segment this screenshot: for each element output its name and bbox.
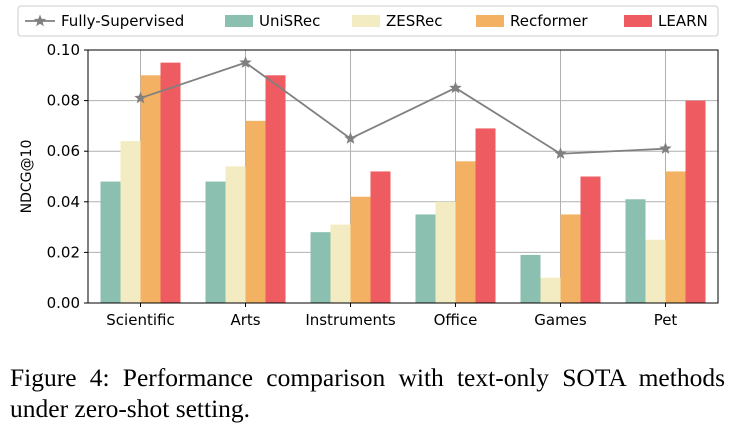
bar-recformer [665, 171, 686, 303]
x-tick-label: Pet [654, 311, 678, 329]
y-tick-label: 0.10 [47, 41, 80, 59]
y-axis-title: NDCG@10 [19, 140, 35, 214]
bar-zesrec [540, 277, 561, 303]
bar-recformer [455, 161, 476, 303]
point-fully-supervised [134, 91, 147, 104]
legend-item-zesrec: ZESRec [352, 12, 443, 30]
legend-label: LEARN [658, 12, 708, 30]
bar-learn [160, 62, 181, 304]
legend-item-recformer: Recformer [476, 12, 588, 30]
grid-lines [88, 49, 718, 304]
bar-unisrec [625, 199, 646, 303]
line-fully-supervised [140, 61, 666, 155]
bar-recformer [350, 196, 371, 303]
plot-frame [87, 49, 719, 304]
bar-recformer [140, 75, 161, 303]
bar-zesrec [330, 224, 351, 303]
y-tick-label: 0.02 [47, 243, 80, 261]
bar-zesrec [435, 201, 456, 303]
bar-learn [475, 128, 496, 303]
bar-learn [265, 75, 286, 303]
legend-label: UniSRec [259, 12, 320, 30]
bars [100, 62, 706, 304]
y-axis: 0.00 0.02 0.04 0.06 0.08 0.10 [47, 41, 88, 312]
y-tick-label: 0.04 [47, 193, 80, 211]
point-fully-supervised [344, 132, 357, 144]
point-fully-supervised [659, 142, 672, 154]
legend-item-unisrec: UniSRec [225, 12, 320, 30]
y-tick-label: 0.08 [47, 92, 80, 110]
bar-unisrec [100, 181, 121, 303]
x-axis: Scientific Arts Instruments Office Games Pet [106, 303, 677, 329]
legend-item-fully-supervised: Fully-Supervised [25, 12, 184, 30]
bar-unisrec [205, 181, 226, 303]
figure-caption: Figure 4: Performance comparison with te… [10, 363, 725, 423]
x-tick-label: Games [534, 311, 587, 329]
y-tick-label: 0.00 [47, 294, 80, 312]
bar-recformer [560, 214, 581, 303]
x-tick-label: Office [434, 311, 478, 329]
point-fully-supervised [239, 56, 252, 68]
bar-learn [580, 176, 601, 303]
bar-unisrec [520, 254, 541, 303]
legend-label: Fully-Supervised [61, 12, 184, 30]
fully-supervised-line [134, 56, 672, 159]
bar-learn [685, 100, 706, 303]
bar-chart: Fully-Supervised UniSRec ZESRec Recformer LE… [17, 5, 719, 329]
point-fully-supervised [554, 147, 567, 159]
x-tick-label: Arts [230, 311, 260, 329]
bar-unisrec [415, 214, 436, 303]
y-tick-label: 0.06 [47, 142, 80, 160]
bar-zesrec [120, 141, 141, 303]
legend-label: Recformer [510, 12, 588, 30]
bar-zesrec [225, 166, 246, 303]
legend-item-learn: LEARN [624, 12, 708, 30]
x-tick-label: Instruments [305, 311, 396, 329]
legend-label: ZESRec [386, 12, 443, 30]
x-tick-label: Scientific [106, 311, 174, 329]
bar-unisrec [310, 232, 331, 303]
legend: Fully-Supervised UniSRec ZESRec Recformer LE… [17, 5, 719, 37]
point-fully-supervised [449, 81, 462, 94]
bar-zesrec [645, 239, 666, 303]
bar-learn [370, 171, 391, 303]
bar-recformer [245, 120, 266, 303]
